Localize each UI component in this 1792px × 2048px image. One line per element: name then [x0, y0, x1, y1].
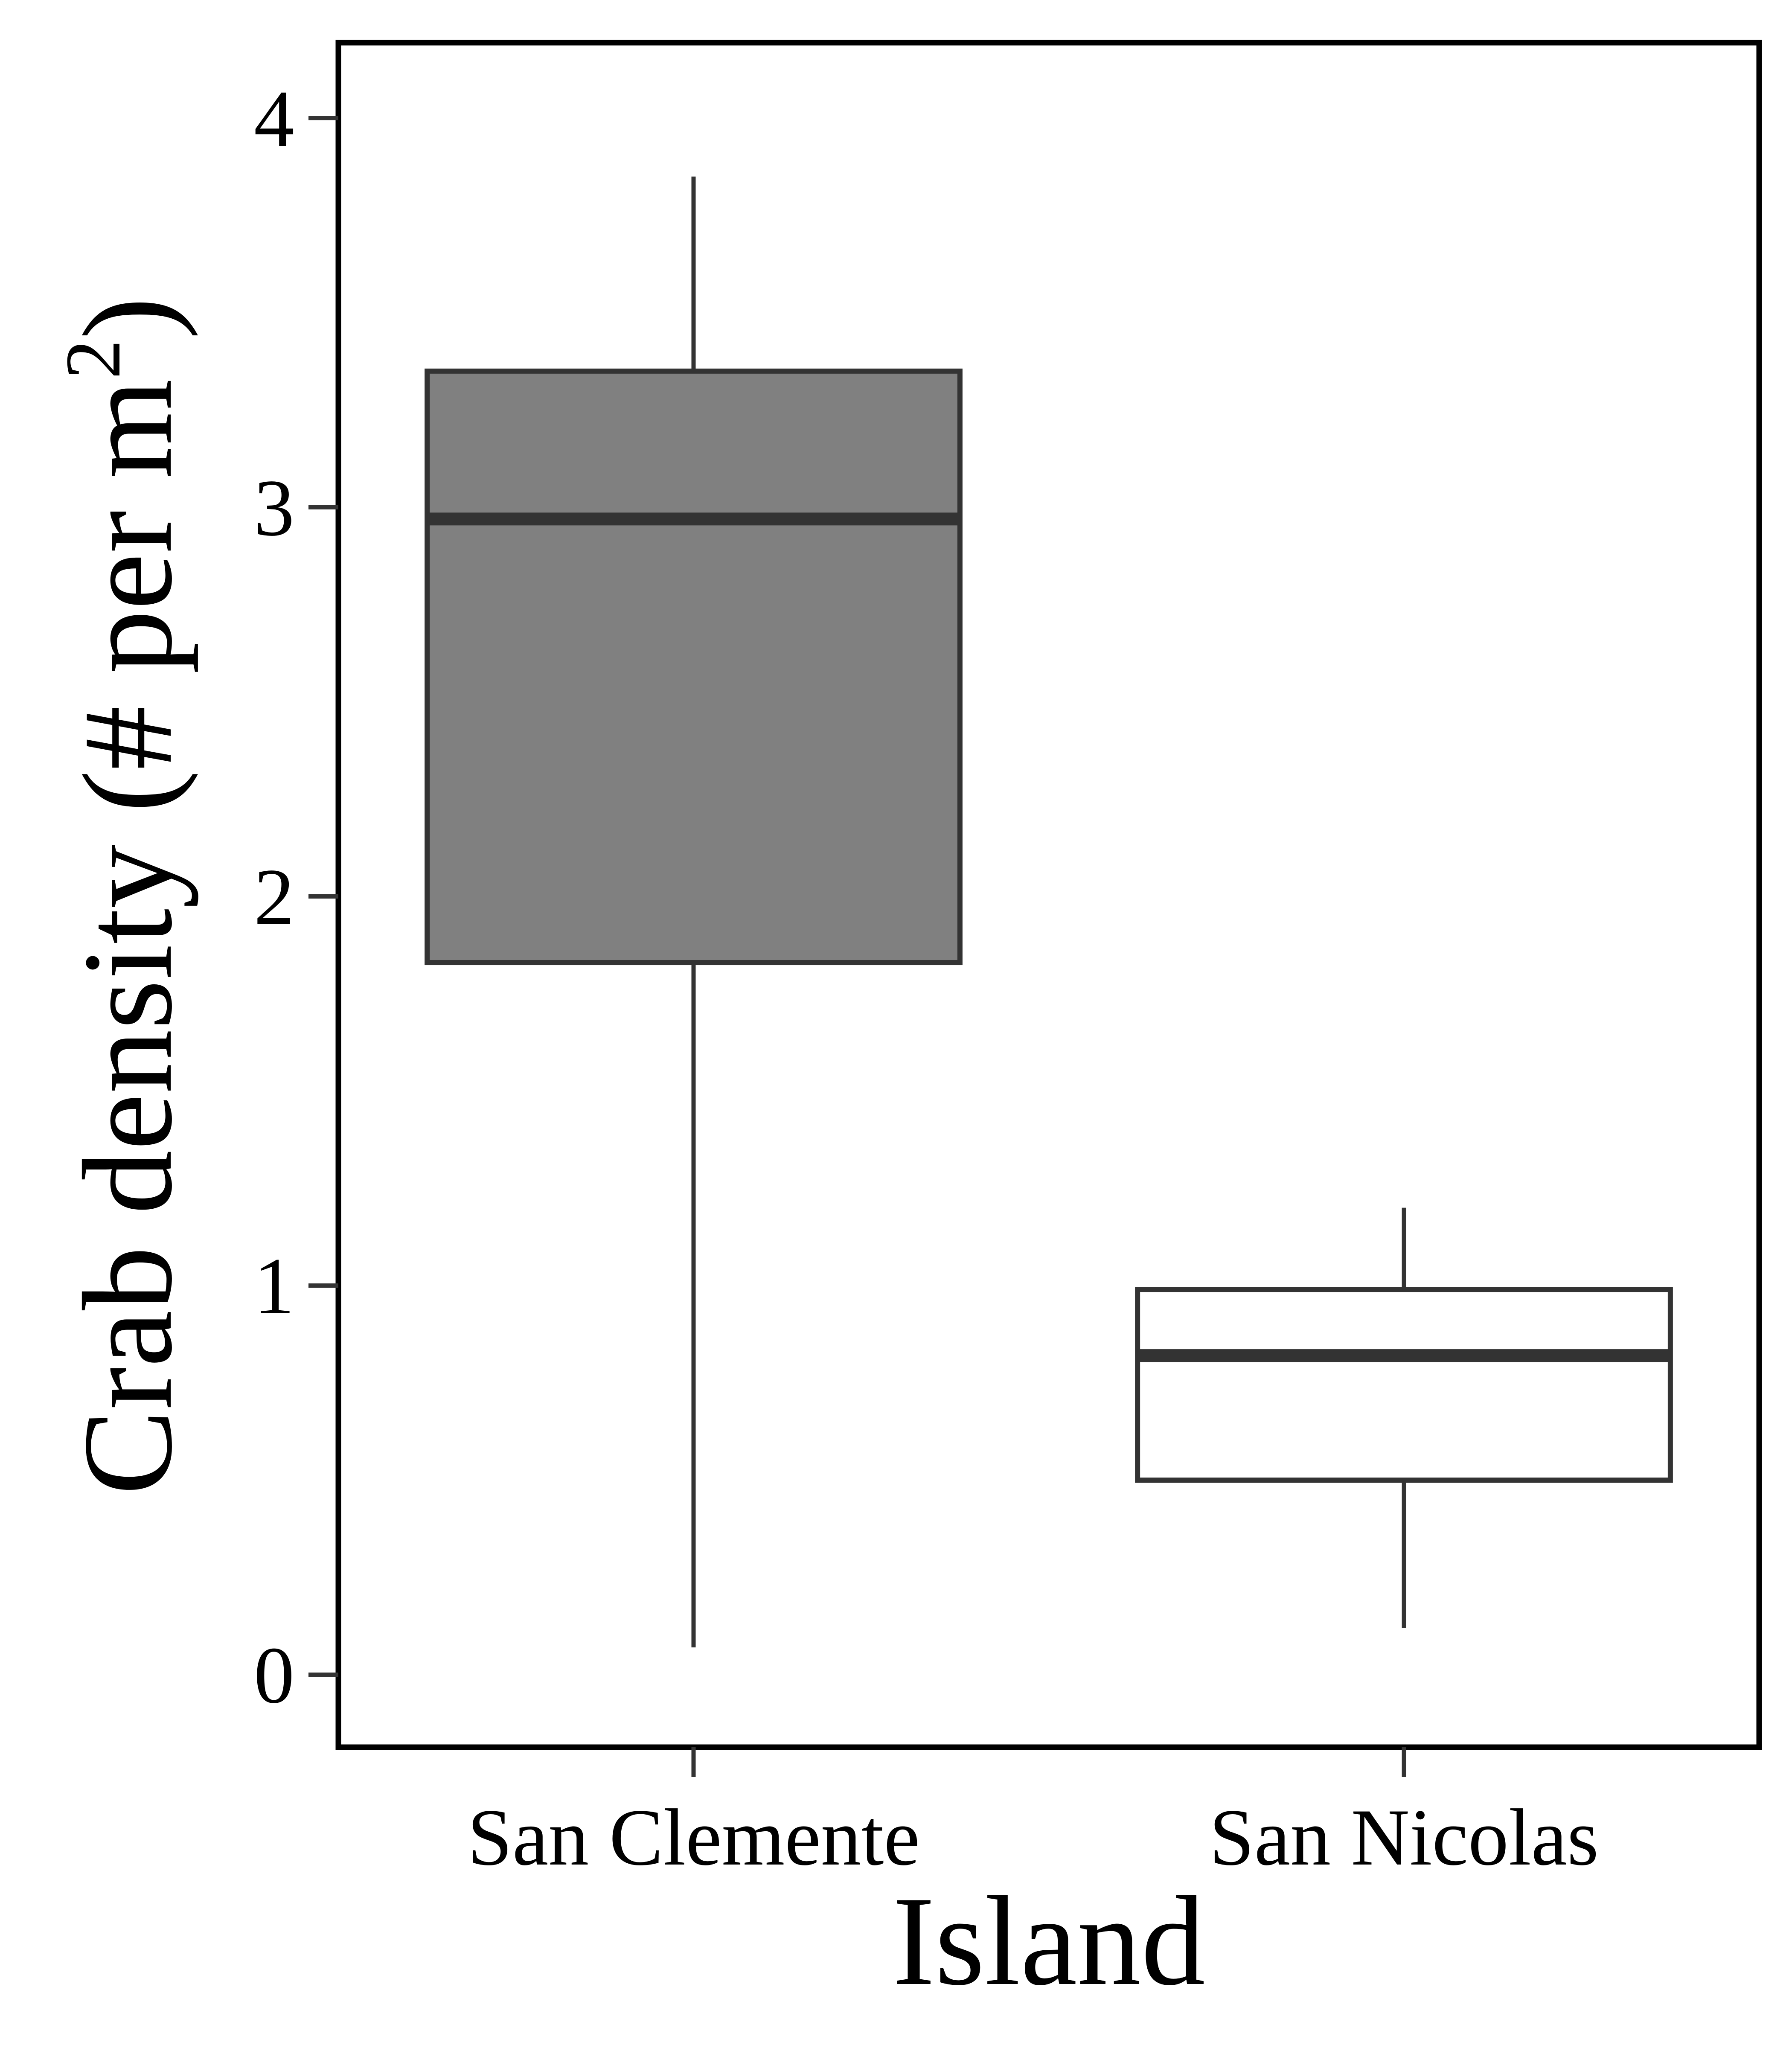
y-tick-label: 2: [254, 852, 294, 942]
x-tick-label: San Clemente: [467, 1793, 920, 1882]
y-axis-title-superscript: 2: [49, 340, 137, 379]
x-axis: San Clemente San Nicolas: [467, 1747, 1599, 1882]
x-tick-label: San Nicolas: [1209, 1793, 1599, 1882]
y-tick-label: 0: [254, 1631, 294, 1720]
box-layer: [425, 176, 1673, 1648]
y-tick-label: 3: [254, 463, 294, 553]
y-axis-title-close: ): [57, 297, 199, 340]
box-san-clemente: [425, 176, 963, 1648]
y-axis: 0 1 2 3 4: [254, 74, 338, 1720]
box-san-nicolas: [1135, 1207, 1673, 1628]
x-axis-title: Island: [892, 1870, 1205, 2012]
y-tick-label: 4: [254, 74, 294, 164]
interquartile-box: [1135, 1287, 1673, 1483]
interquartile-box: [425, 368, 963, 966]
y-tick-label: 1: [254, 1242, 294, 1331]
y-axis-title-main: Crab density (# per m: [57, 379, 199, 1495]
y-axis-title: Crab density (# per m2): [49, 297, 199, 1495]
